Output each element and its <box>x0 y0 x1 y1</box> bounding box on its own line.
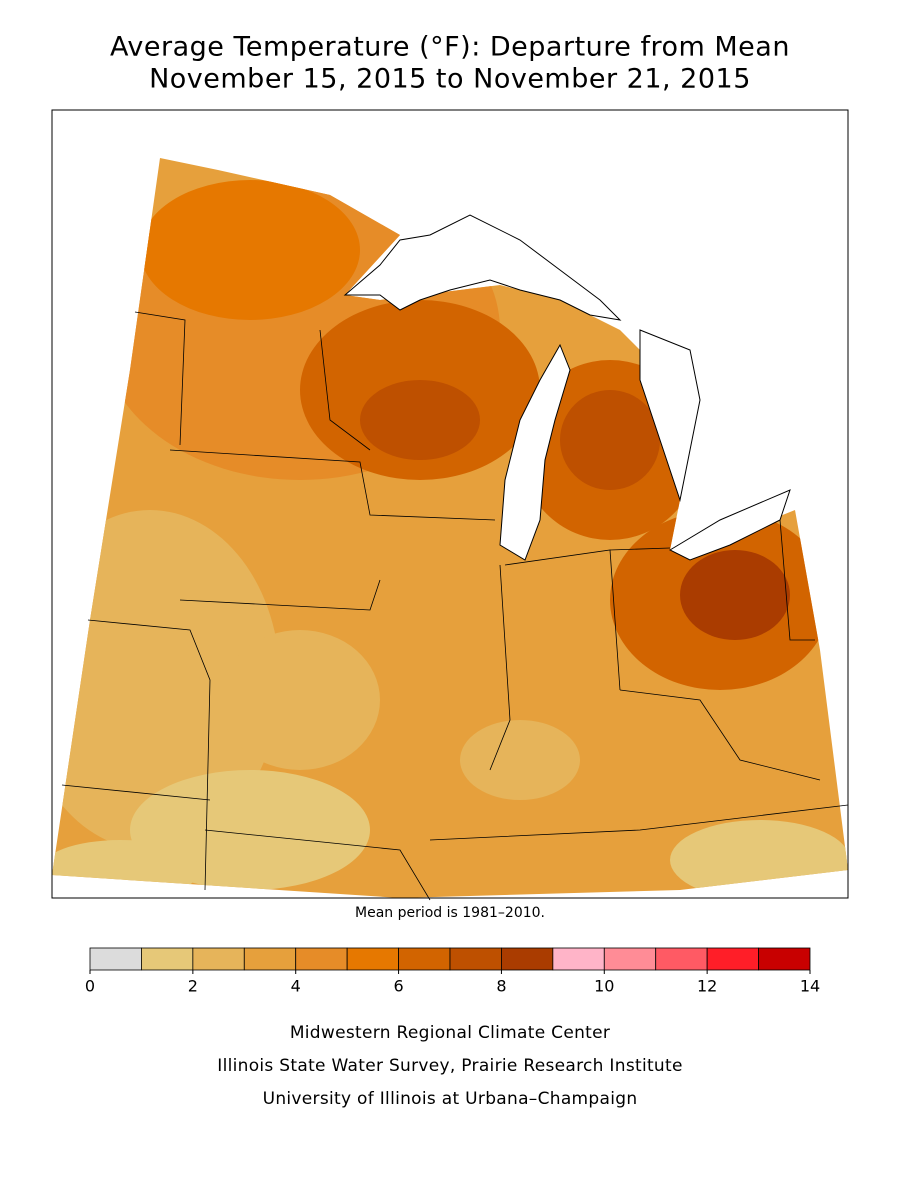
legend-tick-label: 6 <box>393 977 403 996</box>
legend-tick-label: 4 <box>291 977 301 996</box>
legend-swatch <box>346 947 399 971</box>
legend-swatch <box>398 947 451 971</box>
legend-swatch <box>603 947 657 971</box>
legend-swatch <box>501 947 554 971</box>
lakes <box>343 214 791 561</box>
legend-swatch <box>192 947 245 971</box>
legend-tick-label: 14 <box>800 977 820 996</box>
temperature-field <box>52 158 848 898</box>
footer-line: University of Illinois at Urbana–Champai… <box>263 1089 638 1109</box>
legend-swatch <box>655 947 708 971</box>
legend-swatch <box>758 947 811 971</box>
legend-swatch <box>449 947 502 971</box>
legend-tick-label: 10 <box>594 977 614 996</box>
state-borders <box>61 311 849 901</box>
legend-tick-label: 12 <box>697 977 717 996</box>
footer-line: Illinois State Water Survey, Prairie Res… <box>217 1056 682 1076</box>
legend-swatch <box>552 947 605 971</box>
legend-swatch <box>141 947 194 971</box>
footer-line: Midwestern Regional Climate Center <box>290 1023 610 1043</box>
legend-swatch <box>295 947 348 971</box>
title-line: November 15, 2015 to November 21, 2015 <box>149 64 751 95</box>
map-frame <box>51 109 849 899</box>
color-legend: 0 2 4 6 8 10 12 14 <box>85 947 820 996</box>
title-line: Average Temperature (°F): Departure from… <box>110 32 790 63</box>
legend-tick-label: 2 <box>188 977 198 996</box>
mean-period-note: Mean period is 1981–2010. <box>355 905 545 921</box>
legend-swatch <box>243 947 297 971</box>
legend-tick-label: 0 <box>85 977 95 996</box>
legend-swatch <box>706 947 759 971</box>
legend-swatch <box>89 947 142 971</box>
legend-tick-label: 8 <box>496 977 506 996</box>
